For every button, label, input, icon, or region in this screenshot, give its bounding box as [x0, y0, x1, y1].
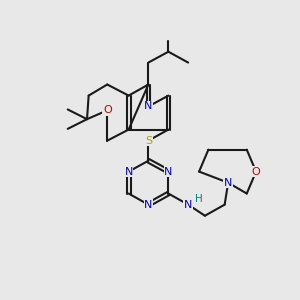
Text: N: N	[224, 178, 232, 188]
Text: O: O	[103, 105, 112, 116]
Text: N: N	[124, 167, 133, 177]
Text: O: O	[252, 167, 260, 177]
Text: S: S	[145, 136, 152, 146]
Text: N: N	[184, 200, 192, 210]
Text: N: N	[144, 200, 153, 210]
Text: N: N	[144, 101, 153, 112]
Text: H: H	[195, 194, 203, 204]
Text: N: N	[164, 167, 172, 177]
